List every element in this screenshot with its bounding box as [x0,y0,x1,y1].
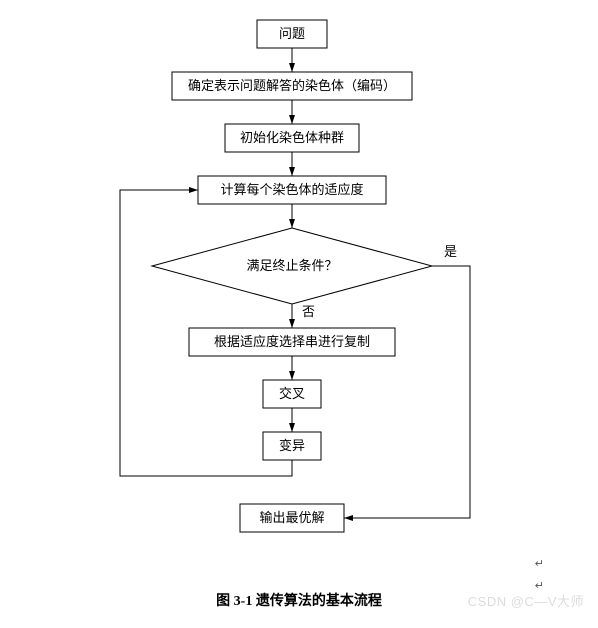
cursor-mark: ↵ [535,579,544,592]
node-label: 初始化染色体种群 [240,130,344,145]
node-label: 交叉 [279,386,305,401]
node-label: 根据适应度选择串进行复制 [214,334,370,349]
flow-edge [344,266,470,518]
watermark-text: CSDN @C—V大师 [468,591,584,610]
node-label: 变异 [279,438,305,453]
node-label: 确定表示问题解答的染色体（编码） [188,78,396,93]
edge-label: 是 [444,244,457,259]
edge-label: 否 [302,304,315,319]
cursor-mark: ↵ [535,557,544,570]
node-label: 输出最优解 [259,510,324,525]
node-label: 问题 [279,26,305,41]
node-label: 计算每个染色体的适应度 [220,182,363,197]
node-label: 满足终止条件？ [246,258,337,273]
flowchart-canvas: 否 是 问题确定表示问题解答的染色体（编码） 初始化染色体种群计算每个染色体的适应度满… [0,0,598,560]
